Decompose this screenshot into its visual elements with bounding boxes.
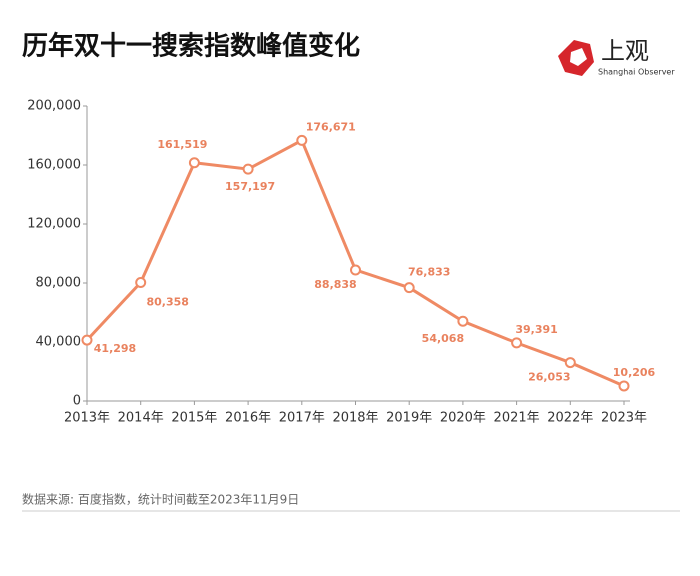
chart-title: 历年双十一搜索指数峰值变化 bbox=[22, 31, 360, 62]
data-label: 176,671 bbox=[306, 120, 356, 133]
point bbox=[618, 380, 630, 392]
point bbox=[242, 163, 254, 175]
point bbox=[457, 315, 469, 327]
point bbox=[188, 157, 200, 169]
x-tick-label: 2019年 bbox=[386, 411, 432, 426]
point bbox=[511, 337, 523, 349]
point bbox=[564, 357, 576, 369]
point bbox=[403, 282, 415, 294]
data-label: 161,519 bbox=[157, 138, 207, 151]
y-tick-label: 80,000 bbox=[36, 276, 82, 291]
source: 数据来源: 百度指数，统计时间截至2023年11月9日 bbox=[22, 492, 299, 507]
data-label: 80,358 bbox=[146, 295, 188, 308]
data-label: 10,206 bbox=[613, 366, 656, 379]
x-tick-label: 2014年 bbox=[118, 411, 164, 426]
y-tick-label: 40,000 bbox=[36, 335, 82, 350]
x-tick-label: 2017年 bbox=[279, 411, 325, 426]
logo: 上观 Shanghai Observer bbox=[558, 37, 675, 77]
data-label: 76,833 bbox=[408, 266, 450, 279]
x-tick-label: 2015年 bbox=[171, 411, 217, 426]
data-label: 54,068 bbox=[422, 332, 464, 345]
line bbox=[85, 138, 625, 388]
data-label: 26,053 bbox=[528, 371, 570, 384]
data-label: 157,197 bbox=[225, 180, 275, 193]
x-tick-label: 2013年 bbox=[64, 411, 110, 426]
data-label: 88,838 bbox=[314, 278, 356, 291]
point bbox=[135, 276, 147, 288]
brand-subtitle: Shanghai Observer bbox=[598, 68, 675, 77]
brand: 上观 bbox=[601, 37, 649, 65]
point bbox=[350, 264, 361, 276]
y-tick-label: 0 bbox=[73, 394, 81, 409]
x-tick-label: 2023年 bbox=[601, 411, 647, 426]
point bbox=[81, 334, 93, 346]
x-tick-label: 2016年 bbox=[225, 411, 271, 426]
point bbox=[296, 134, 308, 146]
data-label: 41,298 bbox=[94, 342, 136, 355]
data-label: 39,391 bbox=[515, 323, 557, 336]
y-tick-label: 120,000 bbox=[27, 217, 81, 232]
y-tick-label: 160,000 bbox=[27, 158, 81, 173]
y-tick-label: 200,000 bbox=[27, 99, 81, 114]
x-tick-label: 2022年 bbox=[547, 411, 593, 426]
x-tick-label: 2021年 bbox=[494, 411, 540, 426]
x-tick-label: 2020年 bbox=[440, 411, 486, 426]
x-tick-label: 2018年 bbox=[332, 411, 378, 426]
